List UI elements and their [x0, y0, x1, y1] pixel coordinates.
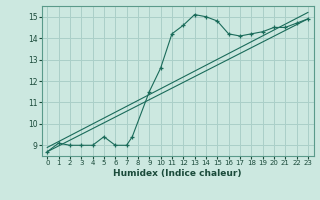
X-axis label: Humidex (Indice chaleur): Humidex (Indice chaleur)	[113, 169, 242, 178]
